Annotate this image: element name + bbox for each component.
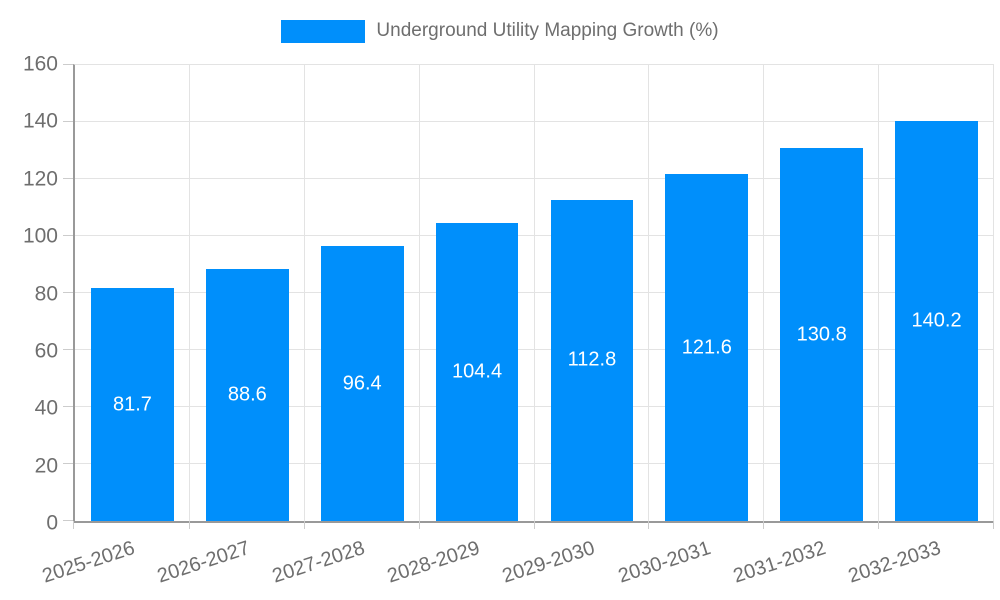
x-axis-tick-label: 2031-2032 bbox=[730, 537, 829, 588]
bar-slot: 88.6 bbox=[190, 65, 305, 521]
bar-2030-2031[interactable]: 121.6 bbox=[665, 174, 749, 521]
y-axis-tick-label: 120 bbox=[22, 167, 58, 191]
x-tick bbox=[418, 521, 420, 529]
bar-slot: 81.7 bbox=[75, 65, 190, 521]
x-tick bbox=[533, 521, 535, 529]
y-axis-tick-label: 60 bbox=[34, 339, 58, 363]
y-tick bbox=[63, 64, 73, 65]
gridline bbox=[763, 65, 765, 521]
y-axis-tick-label: 140 bbox=[22, 109, 58, 133]
x-axis-tick-label: 2027-2028 bbox=[269, 537, 368, 588]
bar-value-label: 130.8 bbox=[796, 323, 847, 346]
x-tick bbox=[188, 521, 190, 529]
bar-2026-2027[interactable]: 88.6 bbox=[205, 268, 289, 521]
x-axis-tick-label: 2025-2026 bbox=[39, 537, 138, 588]
x-tick bbox=[648, 521, 650, 529]
x-axis-labels: 2025-2026 2026-2027 2027-2028 2028-2029 2029… bbox=[40, 525, 994, 600]
gridline bbox=[75, 178, 994, 179]
x-axis-tick-label: 2029-2030 bbox=[500, 537, 598, 588]
plot-area: 81.7 88.6 96.4 104.4 112.8 121.6 130.8 140.2 bbox=[63, 64, 994, 529]
bar-value-label: 140.2 bbox=[911, 309, 962, 332]
legend-swatch bbox=[281, 20, 366, 43]
x-axis-tick-label: 2030-2031 bbox=[615, 537, 713, 588]
gridline bbox=[188, 65, 190, 521]
bar-value-label: 88.6 bbox=[227, 383, 267, 406]
bar-slot: 104.4 bbox=[420, 65, 535, 521]
bar-value-label: 121.6 bbox=[681, 336, 732, 359]
bar-value-label: 104.4 bbox=[452, 360, 503, 383]
gridline bbox=[75, 121, 994, 122]
y-axis-tick-label: 20 bbox=[34, 454, 58, 478]
x-tick bbox=[878, 521, 880, 529]
y-tick bbox=[63, 235, 73, 236]
gridline bbox=[75, 292, 994, 293]
legend-item[interactable]: Underground Utility Mapping Growth (%) bbox=[0, 20, 1000, 43]
gridline bbox=[878, 65, 880, 521]
y-axis-tick-label: 100 bbox=[22, 224, 58, 248]
bar-2029-2030[interactable]: 112.8 bbox=[550, 199, 634, 521]
y-tick bbox=[63, 406, 73, 407]
y-tick bbox=[63, 121, 73, 122]
bar-slot: 112.8 bbox=[535, 65, 650, 521]
x-axis-tick-label: 2032-2033 bbox=[845, 537, 944, 588]
y-tick bbox=[63, 520, 73, 521]
y-tick bbox=[63, 463, 73, 464]
gridline bbox=[993, 65, 994, 521]
y-axis-tick-label: 40 bbox=[34, 396, 58, 420]
x-tick bbox=[73, 521, 74, 529]
x-tick bbox=[303, 521, 305, 529]
bar-slot: 96.4 bbox=[305, 65, 420, 521]
bar-value-label: 81.7 bbox=[112, 393, 152, 416]
bar-slot: 140.2 bbox=[879, 65, 994, 521]
bar-2028-2029[interactable]: 104.4 bbox=[435, 223, 519, 521]
bar-2025-2026[interactable]: 81.7 bbox=[91, 288, 174, 521]
x-axis-tick-label: 2026-2027 bbox=[154, 537, 253, 588]
gridline bbox=[75, 64, 994, 65]
legend-label: Underground Utility Mapping Growth (%) bbox=[376, 20, 719, 42]
y-axis-tick-label: 80 bbox=[34, 282, 58, 305]
gridline bbox=[418, 65, 420, 521]
gridline bbox=[648, 65, 650, 521]
y-tick bbox=[63, 178, 73, 179]
bar-2032-2033[interactable]: 140.2 bbox=[895, 121, 978, 521]
bar-2027-2028[interactable]: 96.4 bbox=[320, 246, 404, 521]
bar-value-label: 112.8 bbox=[567, 348, 617, 371]
y-tick bbox=[63, 292, 73, 293]
bar-slot: 130.8 bbox=[764, 65, 879, 521]
bar-value-label: 96.4 bbox=[342, 372, 382, 395]
y-tick bbox=[63, 349, 73, 350]
bar-2031-2032[interactable]: 130.8 bbox=[780, 148, 864, 521]
gridline bbox=[75, 235, 994, 236]
x-axis-tick-label: 2028-2029 bbox=[384, 537, 483, 588]
y-axis-labels: 0 20 40 60 80 100 120 140 160 bbox=[0, 54, 58, 534]
gridline bbox=[75, 463, 994, 464]
bar-slot: 121.6 bbox=[649, 65, 764, 521]
x-tick bbox=[763, 521, 765, 529]
gridline bbox=[75, 406, 994, 407]
gridline bbox=[533, 65, 535, 521]
y-axis-tick-label: 0 bbox=[46, 511, 58, 535]
y-axis-tick-label: 160 bbox=[22, 52, 58, 76]
x-tick bbox=[993, 521, 994, 529]
gridline bbox=[303, 65, 305, 521]
gridline bbox=[75, 349, 994, 350]
